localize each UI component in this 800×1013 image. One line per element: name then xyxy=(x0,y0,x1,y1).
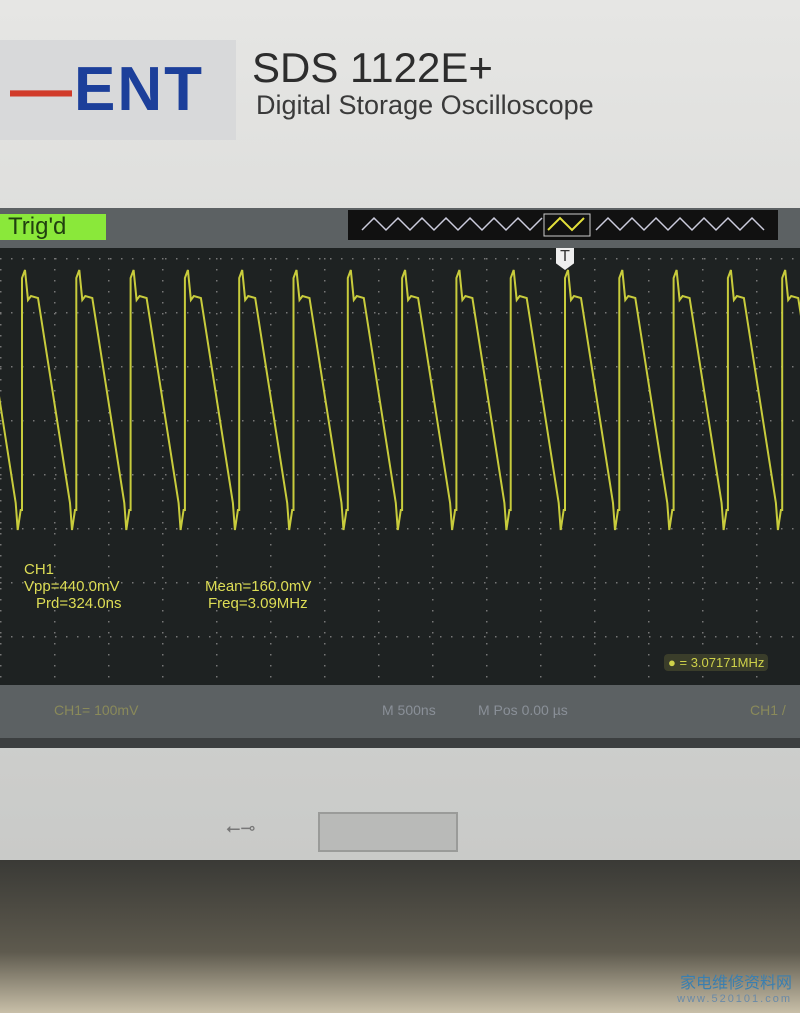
main-position: M Pos 0.00 µs xyxy=(478,702,568,718)
model-subtitle: Digital Storage Oscilloscope xyxy=(256,90,594,120)
overview-window-wave xyxy=(547,216,585,232)
usb-port[interactable] xyxy=(318,812,458,852)
measurement-period: Prd=324.0ns xyxy=(36,595,122,612)
counter-icon: ● xyxy=(668,655,676,670)
timebase: M 500ns xyxy=(382,702,436,718)
trigger-source: CH1 / xyxy=(750,702,786,718)
usb-icon: ⭠⊸ xyxy=(226,818,256,838)
grid xyxy=(0,258,794,678)
channel-scale: CH1= 100mV xyxy=(54,702,139,718)
oscilloscope-bezel: —ENT SDS 1122E+ Digital Storage Oscillos… xyxy=(0,0,800,860)
trigger-status-badge: Trig'd xyxy=(0,214,106,240)
measurement-mean: Mean=160.0mV xyxy=(205,578,312,595)
desk-background: 家电维修资料网 www.520101.com xyxy=(0,860,800,1013)
overview-wave xyxy=(361,216,543,232)
overview-window[interactable] xyxy=(543,213,591,237)
status-bar: CH1= 100mV M 500ns M Pos 0.00 µs CH1 / xyxy=(0,694,800,724)
measurement-channel: CH1 xyxy=(24,561,55,578)
watermark: 家电维修资料网 www.520101.com xyxy=(677,975,792,1005)
frequency-counter: ● = 3.07171MHz xyxy=(664,654,769,671)
model-name: SDS 1122E+ xyxy=(252,44,493,91)
measurement-freq: Freq=3.09MHz xyxy=(208,595,308,612)
brand-logo: —ENT xyxy=(0,40,236,140)
trigger-position-marker[interactable]: T xyxy=(556,248,574,270)
oscilloscope-screen: Trig'd T CH1 Vpp=440.0mV Mean=160.0mV Pr… xyxy=(0,208,800,748)
ch1-trace xyxy=(0,269,800,531)
measurement-vpp: Vpp=440.0mV xyxy=(24,578,120,595)
memory-overview xyxy=(348,210,778,240)
waveform-plot: T CH1 Vpp=440.0mV Mean=160.0mV Prd=324.0… xyxy=(0,248,800,685)
